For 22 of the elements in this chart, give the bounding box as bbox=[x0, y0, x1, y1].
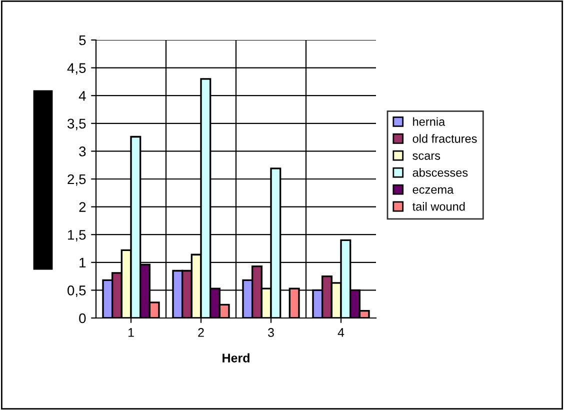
legend-label: eczema bbox=[412, 187, 454, 194]
y-tick-label: 3 bbox=[79, 146, 86, 156]
y-tick-label: 0 bbox=[79, 313, 86, 324]
legend-label: tail wound bbox=[412, 202, 465, 211]
y-tick-label: 0,5 bbox=[68, 286, 86, 298]
legend-label: scars bbox=[412, 153, 440, 160]
y-tick-label: 1 bbox=[80, 258, 86, 268]
y-tick-label: 2,5 bbox=[68, 174, 86, 186]
x-tick-label: 4 bbox=[338, 328, 344, 337]
y-tick-label: 4,5 bbox=[67, 63, 86, 75]
y-tick-label: 5 bbox=[79, 35, 86, 46]
x-axis-title: Herd bbox=[222, 353, 250, 362]
x-tick-label: 2 bbox=[198, 328, 204, 337]
x-tick-label: 3 bbox=[268, 328, 274, 337]
legend-label: hernia bbox=[413, 117, 446, 126]
x-tick-label: 1 bbox=[128, 328, 134, 337]
y-tick-label: 2 bbox=[79, 202, 86, 212]
y-tick-label: 3,5 bbox=[68, 118, 86, 130]
y-tick-label: 1,5 bbox=[68, 230, 86, 242]
legend-label: abscesses bbox=[412, 168, 468, 177]
legend-label: old fractures bbox=[412, 134, 477, 143]
y-tick-label: 4 bbox=[78, 91, 86, 101]
